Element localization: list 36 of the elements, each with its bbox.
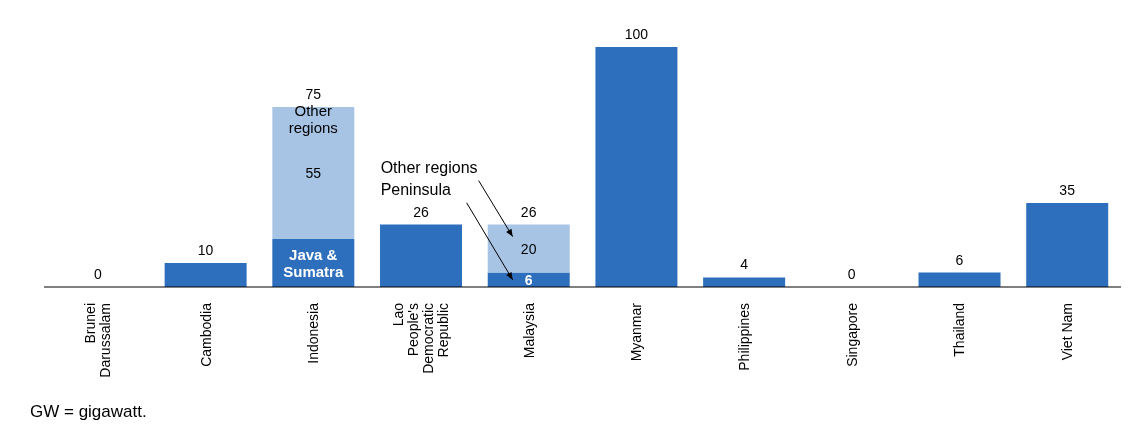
total-label: 75 (305, 86, 322, 102)
x-tick-label: Brunei Darussalam (82, 303, 114, 378)
data-label: 55 (305, 165, 322, 181)
x-tick-label: Cambodia (197, 302, 214, 367)
annotation: Java & Sumatra (283, 245, 344, 280)
total-label: 0 (847, 266, 856, 282)
total-label: 10 (197, 242, 214, 258)
x-tick-label: Viet Nam (1059, 303, 1076, 361)
total-label: 35 (1059, 182, 1076, 198)
bar (164, 263, 247, 287)
x-tick-label: Lao People's Democratic Republic (390, 302, 452, 374)
data-label: 6 (524, 271, 533, 288)
total-label: 26 (520, 203, 537, 220)
annotation: Other regions (288, 101, 338, 136)
x-tick-label: Thailand (951, 303, 968, 357)
x-tick-label: Myanmar (628, 302, 645, 362)
total-label: 6 (955, 251, 964, 268)
bar (380, 224, 463, 287)
x-tick-label: Singapore (843, 302, 860, 367)
x-tick-label: Malaysia (520, 302, 537, 359)
bar (918, 272, 1001, 287)
annotation: Peninsula (380, 180, 452, 198)
bar (1026, 203, 1109, 287)
text: GW = gigawatt. (30, 402, 147, 422)
x-tick-label: Philippines (736, 303, 753, 371)
total-label: 0 (93, 266, 102, 282)
bar (595, 47, 678, 287)
bar (272, 107, 355, 239)
total-label: 4 (740, 256, 749, 273)
x-tick-label: Indonesia (305, 302, 322, 364)
annotation: Other regions (380, 158, 478, 176)
total-label: 100 (624, 26, 649, 42)
bar (703, 277, 786, 287)
total-label: 26 (413, 203, 429, 220)
bar (487, 224, 570, 273)
data-label: 20 (520, 240, 537, 257)
